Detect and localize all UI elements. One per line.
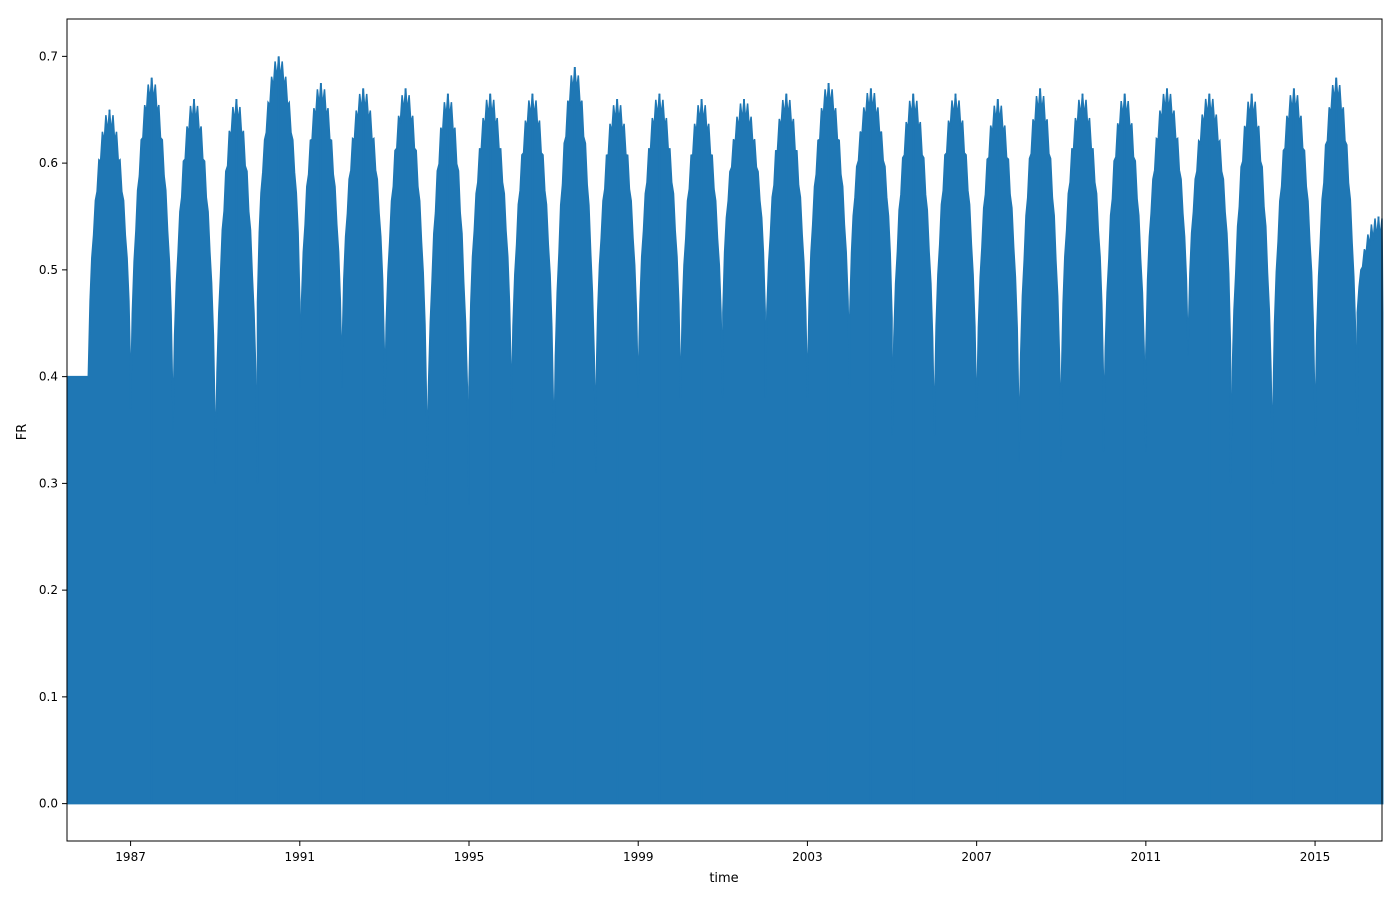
y-tick-label: 0.3 [39, 476, 58, 490]
y-tick-label: 0.2 [39, 583, 58, 597]
y-tick-label: 0.5 [39, 263, 58, 277]
series-envelope [66, 56, 1384, 805]
y-tick-label: 0.0 [39, 797, 58, 811]
x-tick-label: 2015 [1300, 850, 1331, 864]
axes-frame [66, 18, 1383, 842]
x-tick-label: 2007 [961, 850, 992, 864]
x-tick-layer: 1987 1991 1995 1999 2003 2007 2011 2015 [115, 841, 1330, 864]
x-axis-label: time [709, 871, 738, 886]
y-tick-label: 0.6 [39, 156, 58, 170]
y-tick-layer: 0.0 0.1 0.2 0.3 0.4 0.5 0.6 0.7 [39, 49, 67, 811]
x-tick-label: 1991 [285, 850, 316, 864]
series-line [66, 56, 1384, 805]
x-tick-label: 1987 [115, 850, 146, 864]
x-tick-label: 1999 [623, 850, 654, 864]
x-tick-label: 2003 [792, 850, 823, 864]
y-tick-label: 0.4 [39, 370, 58, 384]
y-tick-label: 0.7 [39, 49, 58, 63]
series-layer [66, 56, 1384, 805]
x-tick-label: 1995 [454, 850, 485, 864]
x-tick-label: 2011 [1131, 850, 1162, 864]
y-tick-label: 0.1 [39, 690, 58, 704]
y-axis-label: FR [15, 424, 30, 441]
